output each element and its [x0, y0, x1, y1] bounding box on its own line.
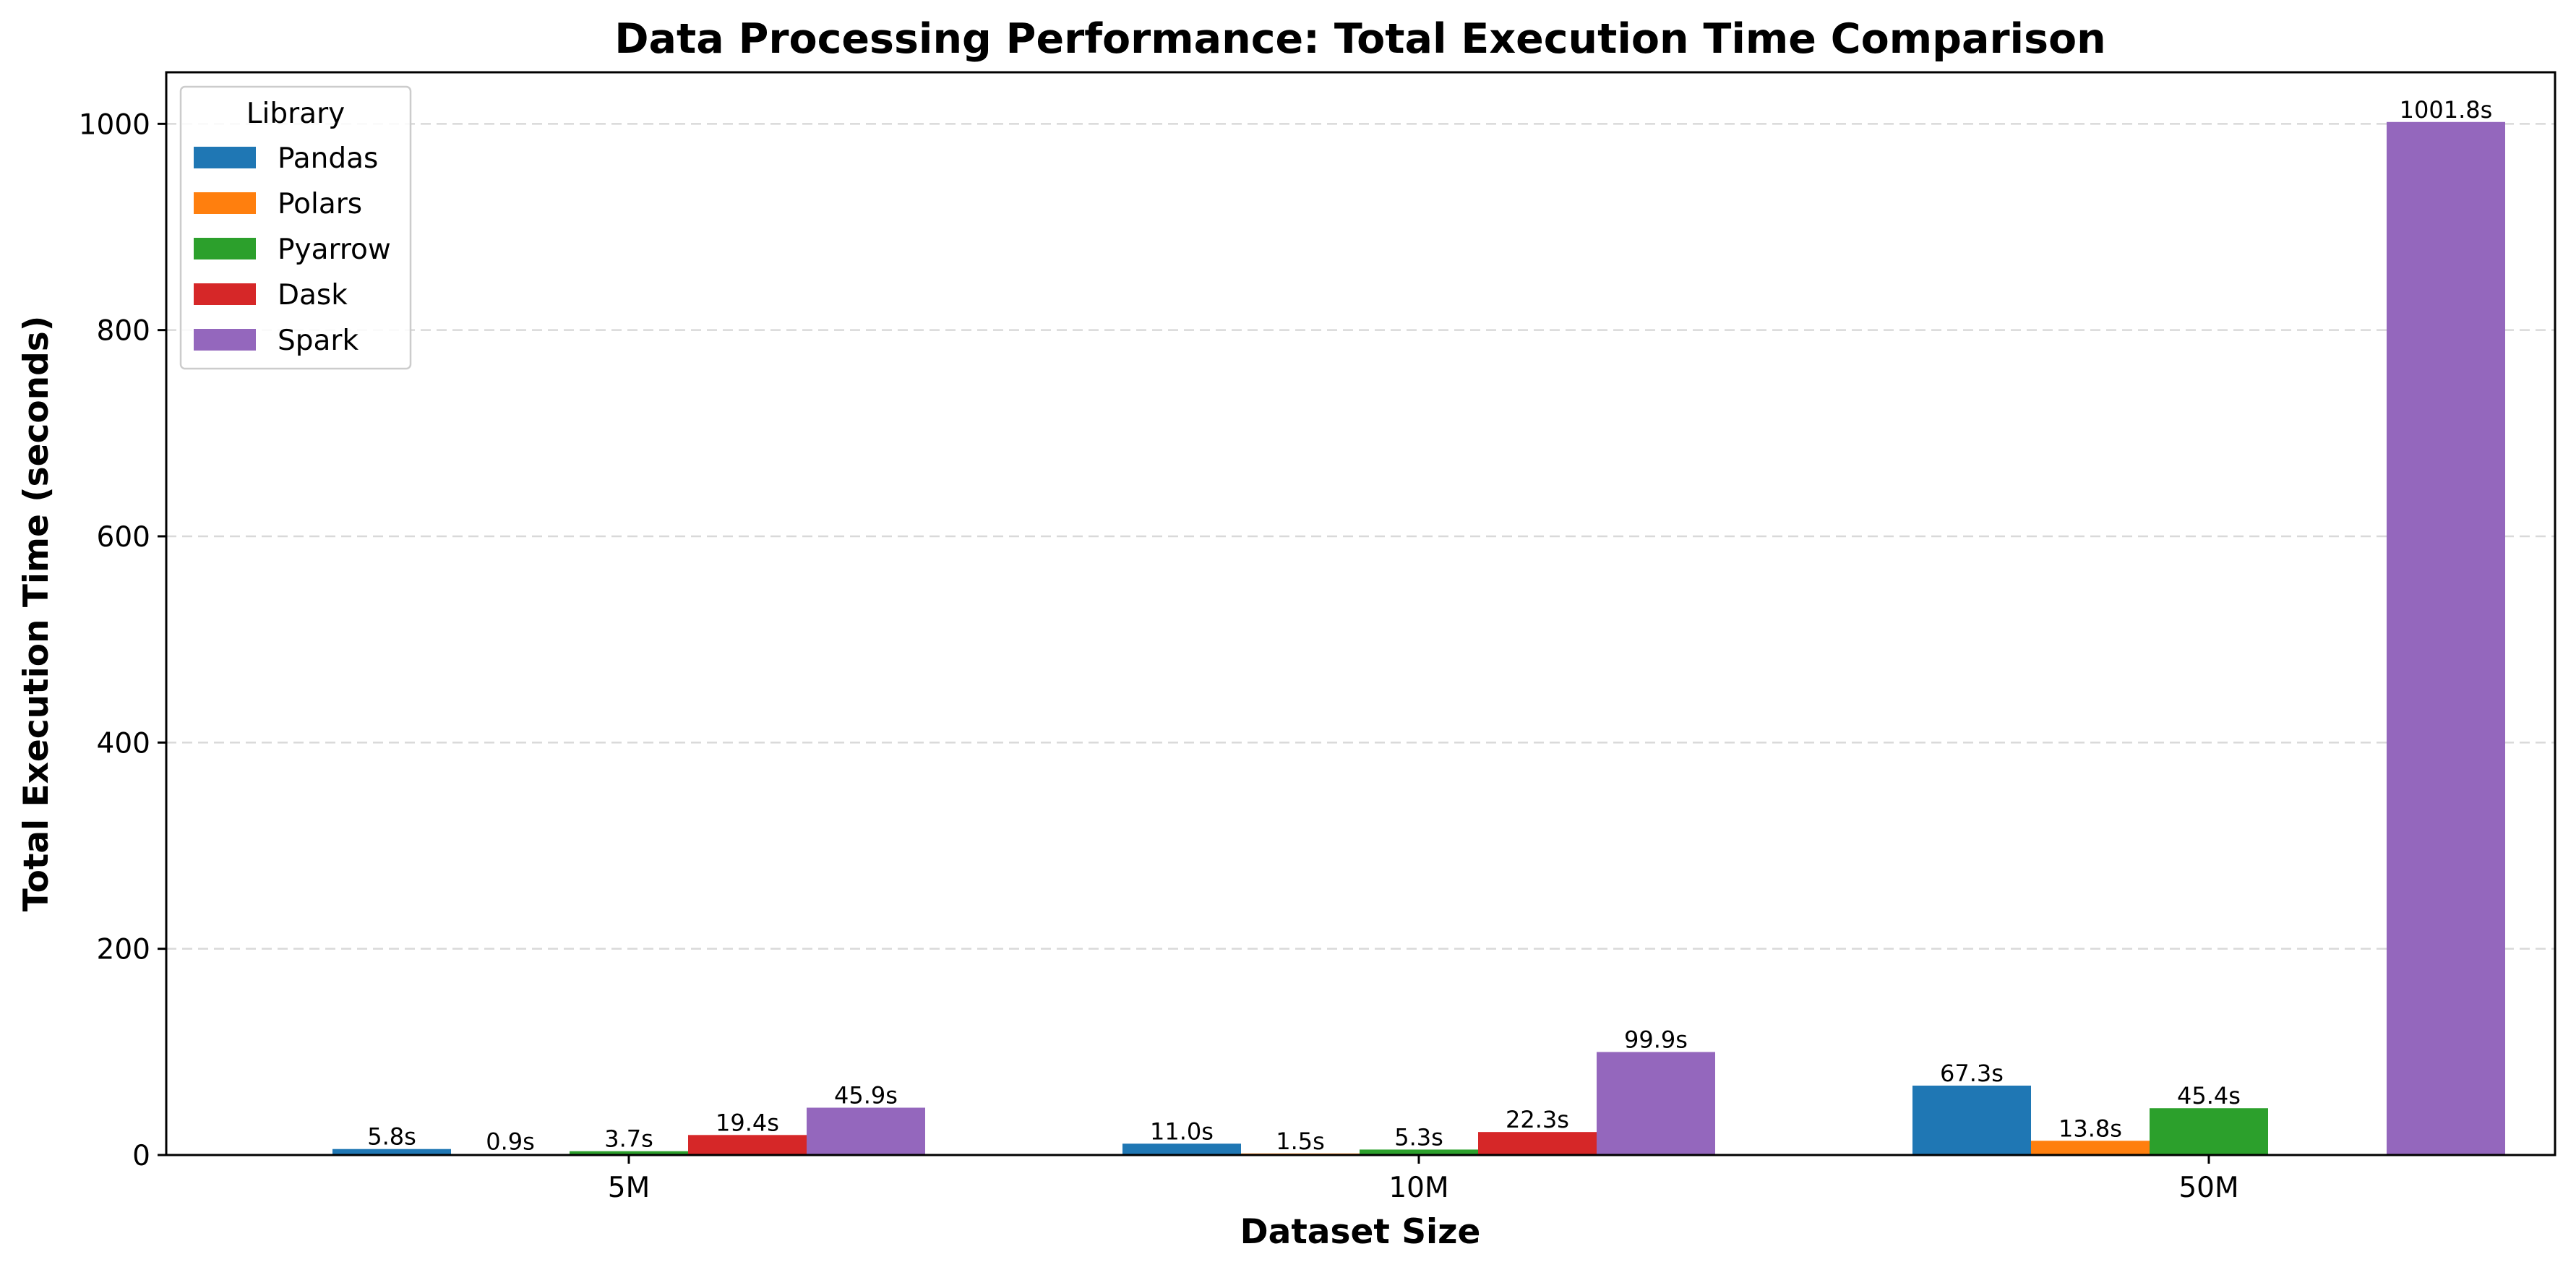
bar-spark-5m [807, 1107, 925, 1155]
legend-label-pyarrow: Pyarrow [278, 233, 391, 266]
data-label-dask-10m: 22.3s [1506, 1106, 1569, 1133]
legend-swatch-pandas [194, 147, 256, 168]
chart-title: Data Processing Performance: Total Execu… [614, 15, 2106, 63]
x-axis-ticks: 5M 10M 50M [608, 1155, 2239, 1204]
data-labels-group: 5.8s 11.0s 67.3s 0.9s 1.5s 13.8s 3.7s 5.3s 45.4s… [367, 96, 2492, 1156]
y-tick-label: 200 [97, 934, 150, 966]
data-label-polars-50m: 13.8s [2058, 1115, 2122, 1142]
data-label-pyarrow-10m: 5.3s [1394, 1123, 1443, 1151]
bar-spark-10m [1597, 1052, 1715, 1155]
data-label-spark-10m: 99.9s [1624, 1026, 1688, 1053]
bars-group [332, 121, 2505, 1155]
bar-pyarrow-50m [2150, 1108, 2268, 1155]
legend-label-polars: Polars [278, 188, 362, 220]
data-label-pyarrow-5m: 3.7s [604, 1125, 653, 1153]
legend-title: Library [246, 98, 345, 130]
bar-dask-5m [688, 1135, 807, 1155]
data-label-pandas-5m: 5.8s [367, 1123, 416, 1151]
legend-swatch-dask [194, 283, 256, 305]
legend: Library Pandas Polars Pyarrow Dask Spark [179, 85, 412, 370]
bar-dask-10m [1478, 1132, 1597, 1155]
data-label-pyarrow-50m: 45.4s [2177, 1082, 2241, 1109]
y-tick-label: 400 [97, 727, 150, 760]
data-label-polars-10m: 1.5s [1276, 1128, 1325, 1155]
y-tick-label: 1000 [79, 108, 150, 141]
data-label-polars-5m: 0.9s [486, 1128, 535, 1156]
bar-polars-50m [2031, 1141, 2150, 1155]
legend-swatch-spark [194, 329, 256, 351]
bar-pandas-50m [1912, 1085, 2031, 1155]
bar-spark-50m [2387, 121, 2505, 1155]
legend-label-spark: Spark [278, 325, 359, 357]
bar-pyarrow-10m [1360, 1149, 1478, 1155]
y-axis-label: Total Execution Time (seconds) [17, 316, 56, 912]
data-label-pandas-50m: 67.3s [1940, 1060, 2004, 1087]
x-tick-label: 5M [608, 1172, 650, 1204]
legend-label-pandas: Pandas [278, 142, 378, 175]
data-label-dask-5m: 19.4s [716, 1109, 779, 1136]
bar-pandas-10m [1122, 1143, 1241, 1155]
x-tick-label: 10M [1388, 1172, 1448, 1204]
legend-label-dask: Dask [278, 279, 348, 312]
plot-frame [165, 71, 2556, 1156]
bar-pandas-5m [332, 1149, 451, 1155]
data-label-pandas-10m: 11.0s [1150, 1117, 1214, 1145]
data-label-spark-50m: 1001.8s [2400, 96, 2493, 124]
grid-lines [166, 123, 2555, 950]
y-tick-label: 800 [97, 315, 150, 348]
bar-pyarrow-5m [570, 1151, 688, 1155]
data-label-spark-5m: 45.9s [834, 1082, 898, 1109]
y-axis-ticks: 0 200 400 600 800 1000 [79, 108, 166, 1172]
legend-swatch-polars [194, 192, 256, 214]
x-axis-label: Dataset Size [1240, 1212, 1481, 1252]
x-tick-label: 50M [2178, 1172, 2238, 1204]
y-tick-label: 0 [132, 1140, 150, 1172]
legend-swatch-pyarrow [194, 238, 256, 259]
y-tick-label: 600 [97, 521, 150, 554]
